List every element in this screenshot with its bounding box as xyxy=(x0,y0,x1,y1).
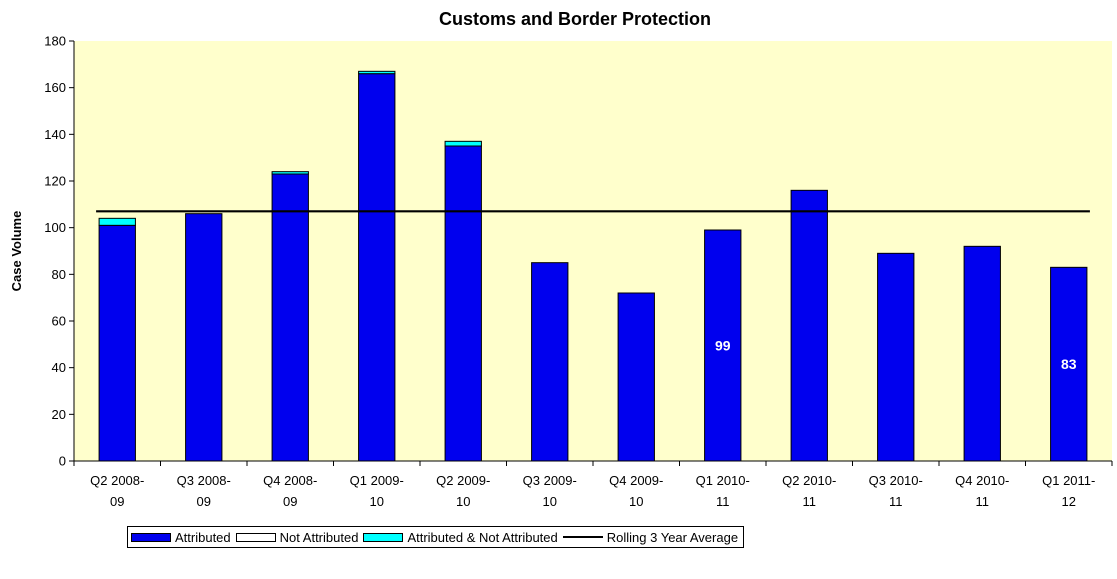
x-tick-label-9: Q3 2010-11 xyxy=(869,473,923,509)
y-tick-label-100: 100 xyxy=(44,220,66,235)
y-tick-label-20: 20 xyxy=(52,407,66,422)
bar-attributed-7 xyxy=(704,229,742,462)
y-axis-label: Case Volume xyxy=(9,211,24,292)
legend-item-rolling-average: Rolling 3 Year Average xyxy=(562,529,739,545)
legend-label-rolling-average: Rolling 3 Year Average xyxy=(606,529,739,545)
x-tick-label-10: Q4 2010-11 xyxy=(955,473,1009,509)
legend-line-rolling-average xyxy=(562,536,603,538)
bar-attributed-1 xyxy=(185,213,223,462)
legend-item-attributed-and-not-attributed: Attributed & Not Attributed xyxy=(363,529,558,545)
legend-item-not-attributed: Not Attributed xyxy=(235,529,359,545)
bar-attributed-not-attributed-2 xyxy=(271,171,309,175)
legend-label-attributed: Attributed xyxy=(175,529,231,545)
bar-attributed-not-attributed-3 xyxy=(358,70,396,75)
y-tick-label-40: 40 xyxy=(52,360,66,375)
bar-attributed-9 xyxy=(877,252,915,462)
bar-attributed-2 xyxy=(271,173,309,462)
legend: Attributed Not Attributed Attributed & N… xyxy=(127,526,745,548)
data-label-7: 99 xyxy=(715,338,731,354)
x-tick-label-11: Q1 2011-12 xyxy=(1042,473,1095,509)
x-tick-label-2: Q4 2008-09 xyxy=(263,473,317,509)
bar-attributed-8 xyxy=(790,189,828,462)
bar-attributed-5 xyxy=(531,262,569,462)
x-tick-label-3: Q1 2009-10 xyxy=(350,473,404,509)
bar-attributed-10 xyxy=(963,245,1001,462)
legend-item-attributed: Attributed xyxy=(131,530,231,545)
x-axis: Q2 2008-09 Q3 2008-09 Q4 2008-09 Q1 2009-10… xyxy=(73,460,1113,509)
chart-title: Customs and Border Protection xyxy=(439,9,711,29)
bar-attributed-4 xyxy=(444,145,482,462)
y-tick-label-60: 60 xyxy=(52,314,66,329)
x-tick-label-6: Q4 2009-10 xyxy=(609,473,663,509)
x-tick-label-4: Q2 2009-10 xyxy=(436,473,490,509)
bar-attributed-6 xyxy=(617,292,655,462)
bar-attributed-3 xyxy=(358,73,396,462)
legend-label-not-attributed: Not Attributed xyxy=(279,529,359,545)
bar-attributed-11 xyxy=(1050,266,1088,462)
x-tick-label-8: Q2 2010-11 xyxy=(782,473,836,509)
y-tick-label-160: 160 xyxy=(44,80,66,95)
x-tick-label-0: Q2 2008-09 xyxy=(90,473,144,509)
x-tick-label-7: Q1 2010-11 xyxy=(696,473,750,509)
legend-label-attributed-and-not-attributed: Attributed & Not Attributed xyxy=(407,529,558,545)
bar-attributed-not-attributed-4 xyxy=(444,140,482,147)
x-tick-label-1: Q3 2008-09 xyxy=(177,473,231,509)
y-tick-label-180: 180 xyxy=(44,34,66,49)
y-tick-label-80: 80 xyxy=(52,267,66,282)
y-axis: 0 20 40 60 80 100 120 140 160 180 xyxy=(44,34,75,469)
bars-group xyxy=(98,70,1088,462)
y-tick-label-120: 120 xyxy=(44,174,66,189)
legend-swatch-not-attributed xyxy=(235,532,276,542)
x-tick-label-5: Q3 2009-10 xyxy=(523,473,577,509)
bar-attributed-0 xyxy=(98,224,136,462)
plot-area xyxy=(74,41,1112,461)
legend-swatch-attributed xyxy=(131,532,171,542)
bar-attributed-not-attributed-0 xyxy=(98,217,136,226)
legend-swatch-attributed-and-not-attributed xyxy=(363,532,404,542)
data-labels-group: 99 83 xyxy=(715,338,1077,373)
data-label-11: 83 xyxy=(1061,356,1077,372)
y-tick-label-140: 140 xyxy=(44,127,66,142)
y-tick-label-0: 0 xyxy=(59,454,66,469)
